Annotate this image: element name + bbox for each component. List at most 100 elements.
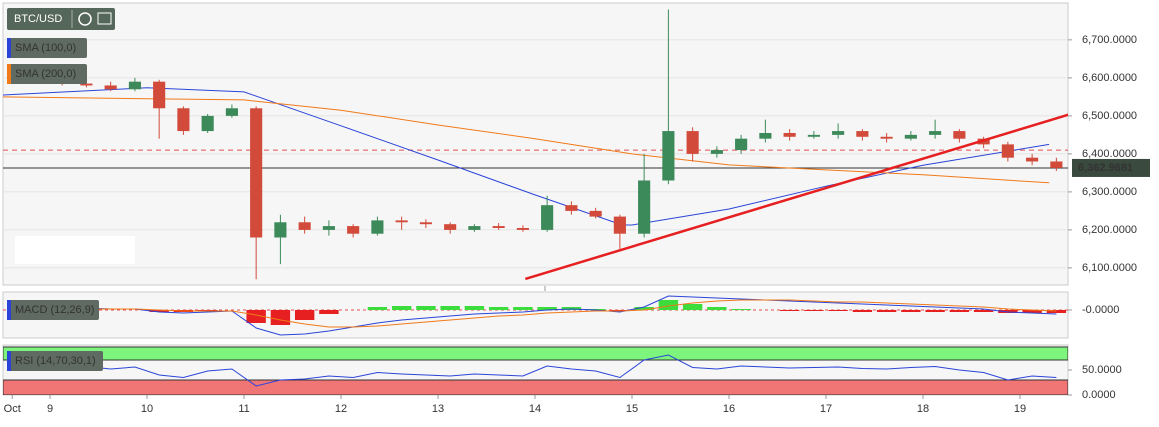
panel-title: RSI (14,70,30,1) xyxy=(15,355,96,367)
y-tick-label: 6,100.0000 xyxy=(1082,262,1137,274)
candle-body xyxy=(953,131,966,139)
blank-box xyxy=(15,236,135,264)
candle-body xyxy=(80,83,93,86)
macd-bar xyxy=(270,310,291,325)
y-tick-label: 6,500.0000 xyxy=(1082,110,1137,122)
macd-bar xyxy=(319,310,339,314)
candle-body xyxy=(880,136,893,139)
candle-body xyxy=(638,180,651,234)
macd-bar xyxy=(1022,310,1042,313)
macd-bar xyxy=(537,307,557,310)
candle-body xyxy=(686,131,699,154)
macd-bar xyxy=(949,310,970,312)
macd-bar xyxy=(731,309,751,310)
candle-body xyxy=(662,131,675,181)
layers: 6,100.0000 6,200.0000 6,300.0000 6,400.0000… xyxy=(3,9,1150,415)
macd-bar xyxy=(828,310,848,311)
x-tick-label: 16 xyxy=(723,403,735,415)
candle-body xyxy=(298,222,311,230)
candle-body xyxy=(856,131,869,137)
candle-body xyxy=(783,132,796,137)
candle-body xyxy=(395,220,408,223)
candle-body xyxy=(371,220,384,234)
candle-body xyxy=(541,205,554,230)
candle-body xyxy=(1050,161,1063,168)
x-tick-label: 15 xyxy=(626,403,638,415)
candle-body xyxy=(419,222,432,225)
x-tick-label: 12 xyxy=(335,403,347,415)
macd-bar xyxy=(901,310,921,312)
macd-bar xyxy=(440,306,460,310)
macd-bar xyxy=(585,309,606,310)
x-tick-label: 19 xyxy=(1014,403,1026,415)
y-tick-label: 6,300.0000 xyxy=(1082,186,1137,198)
candle-body xyxy=(929,131,942,135)
legend-chip xyxy=(7,300,99,320)
panel-layer xyxy=(3,346,1068,395)
y-tick-label: 6,400.0000 xyxy=(1082,148,1137,160)
legend-swatch xyxy=(7,38,11,58)
y-tick-label: -0.0000 xyxy=(1082,304,1119,316)
candle-body xyxy=(225,108,238,116)
y-tick-label: 0.0000 xyxy=(1082,389,1116,401)
symbol[interactable]: BTC/USD xyxy=(14,13,62,25)
macd-bar xyxy=(852,310,873,312)
candle-body xyxy=(807,134,820,137)
x-tick-label: 18 xyxy=(917,403,929,415)
x-tick-label: 11 xyxy=(238,403,249,415)
macd-line xyxy=(13,299,1057,328)
candle-body xyxy=(128,81,141,90)
legend-swatch xyxy=(7,64,11,84)
legend-swatch xyxy=(7,351,11,371)
macd-bar xyxy=(149,310,169,312)
macd-bar xyxy=(682,304,703,310)
candle-body xyxy=(1001,144,1014,158)
macd-bar xyxy=(707,307,727,310)
candle-body xyxy=(613,216,626,234)
candle-body xyxy=(492,226,505,228)
legend-label: SMA (200,0) xyxy=(15,68,76,80)
macd-bar xyxy=(416,306,436,310)
candle-body xyxy=(735,138,748,151)
macd-bar xyxy=(973,310,994,312)
x-tick-label: 13 xyxy=(432,403,444,415)
candle-body xyxy=(274,222,287,238)
last-price-label: 6,362.9681 xyxy=(1078,162,1133,174)
macd-bar xyxy=(804,310,824,311)
candle-body xyxy=(832,131,845,135)
rsi-line xyxy=(13,354,1057,387)
macd-bar xyxy=(464,306,485,310)
y-tick-label: 50.0000 xyxy=(1082,364,1122,376)
macd-bar xyxy=(246,310,266,323)
candle-body xyxy=(904,134,917,139)
candle-body xyxy=(759,132,772,139)
x-tick-label: 17 xyxy=(820,403,832,415)
legend-chip xyxy=(7,38,87,58)
y-tick-label: 6,700.0000 xyxy=(1082,34,1137,46)
legend-swatch xyxy=(7,300,11,320)
legend-chip xyxy=(7,64,87,84)
macd-bar xyxy=(294,310,315,320)
sma-line xyxy=(3,96,1050,184)
candle-body xyxy=(153,81,166,109)
last-price-box xyxy=(1072,158,1150,177)
candle-body xyxy=(201,115,214,132)
macd-bar xyxy=(367,307,388,310)
x-tick-label: Oct xyxy=(4,403,21,415)
candle-body xyxy=(468,226,481,230)
macd-bar xyxy=(561,307,582,310)
macd-bar xyxy=(1046,310,1067,313)
macd-bar xyxy=(925,310,945,312)
legend-chip xyxy=(7,351,103,371)
candle-body xyxy=(589,210,602,217)
macd-bar xyxy=(658,300,679,310)
macd-line xyxy=(13,295,1057,336)
x-tick-label: 9 xyxy=(47,403,53,415)
symbol-chip[interactable]: BTC/USD xyxy=(7,8,115,30)
y-tick-label: 6,200.0000 xyxy=(1082,224,1137,236)
trend-line xyxy=(524,113,1068,281)
candle-body xyxy=(1026,157,1039,162)
oversold-band xyxy=(3,379,1068,395)
macd-bar xyxy=(488,307,509,310)
